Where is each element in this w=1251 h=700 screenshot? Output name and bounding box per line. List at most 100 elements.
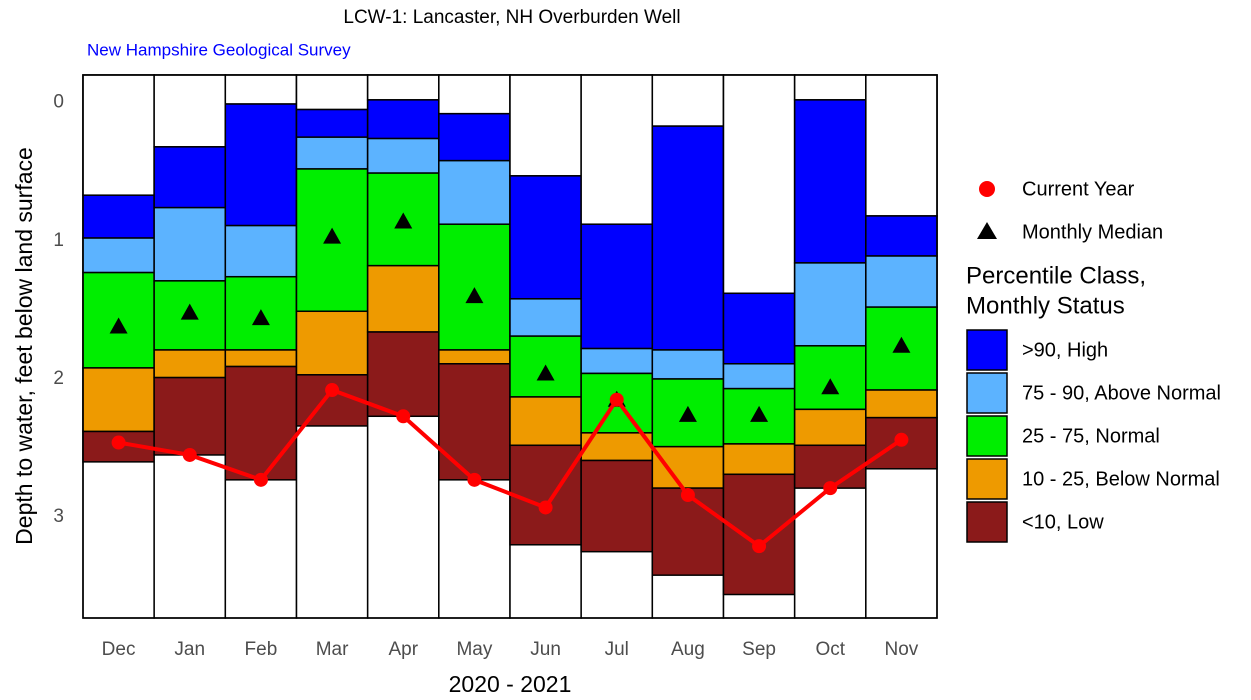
base-cell: [793, 74, 867, 101]
percentile-segment: [580, 459, 654, 553]
percentile-segment: [366, 264, 440, 333]
percentile-segment: [153, 376, 227, 456]
base-cell: [366, 74, 440, 101]
base-cell: [82, 74, 155, 196]
median-marker: [394, 212, 413, 229]
y-tick-label: 1: [53, 230, 64, 251]
current-point: [538, 500, 553, 515]
legend-key: [966, 458, 1008, 500]
median-marker: [750, 405, 769, 422]
percentile-segment: [509, 298, 582, 337]
percentile-segment: [153, 206, 227, 282]
y-tick-label: 0: [53, 92, 64, 113]
percentile-segment: [580, 347, 654, 375]
x-tick-label: Sep: [742, 639, 776, 660]
legend-label: <10, Low: [1022, 511, 1104, 533]
base-cell: [224, 74, 298, 105]
legend-label: >90, High: [1022, 339, 1108, 361]
x-tick-label: Aug: [671, 639, 705, 660]
percentile-segment: [295, 136, 369, 170]
base-cell: [651, 74, 725, 127]
median-marker: [678, 405, 697, 422]
percentile-segment: [82, 194, 155, 239]
percentile-segment: [865, 389, 938, 419]
percentile-segment: [651, 125, 725, 351]
percentile-segment: [793, 408, 867, 447]
percentile-segment: [438, 112, 511, 162]
legend-label: 10 - 25, Below Normal: [1022, 468, 1220, 490]
current-point: [325, 383, 340, 398]
legend-key: [966, 415, 1008, 457]
percentile-segment: [651, 349, 725, 380]
percentile-segment: [722, 292, 796, 365]
percentile-segment: [438, 349, 511, 365]
current-point: [609, 392, 624, 407]
base-cell: [580, 74, 654, 225]
x-tick-label: Jul: [605, 639, 629, 660]
chart-title: LCW-1: Lancaster, NH Overburden Well: [343, 7, 680, 28]
y-tick-label: 3: [53, 506, 64, 527]
legend-title: Monthly Status: [966, 292, 1125, 319]
median-marker: [323, 227, 342, 244]
percentile-segment: [722, 473, 796, 596]
base-cell: [722, 74, 796, 295]
legend-current-key: [979, 181, 995, 197]
percentile-segment: [153, 349, 227, 379]
legend-key: [966, 372, 1008, 414]
legend-label: Current Year: [1022, 178, 1135, 200]
legend-key: [966, 329, 1008, 371]
percentile-segment: [722, 363, 796, 390]
percentile-segment: [793, 262, 867, 347]
base-cell: [509, 74, 582, 177]
percentile-segment: [82, 367, 155, 433]
percentile-segment: [295, 108, 369, 138]
percentile-segment: [793, 99, 867, 264]
percentile-segment: [224, 349, 298, 368]
x-tick-label: Jan: [174, 639, 205, 660]
median-marker: [180, 303, 199, 320]
current-point: [253, 472, 268, 487]
x-tick-label: Jun: [530, 639, 561, 660]
percentile-segment: [224, 365, 298, 481]
x-tick-label: May: [456, 639, 492, 660]
x-tick-label: Apr: [388, 639, 418, 660]
percentile-segment: [722, 443, 796, 476]
median-marker: [821, 378, 840, 395]
base-cell: [295, 74, 369, 111]
legend-label: 25 - 75, Normal: [1022, 425, 1160, 447]
percentile-segment: [509, 444, 582, 546]
percentile-segment: [793, 345, 867, 411]
current-point: [396, 409, 411, 424]
percentile-segment: [865, 215, 938, 257]
percentile-segment: [366, 99, 440, 140]
x-tick-label: Dec: [102, 639, 136, 660]
base-cell: [865, 74, 938, 217]
percentile-segment: [82, 237, 155, 274]
current-point: [894, 432, 909, 447]
x-tick-label: Nov: [885, 639, 919, 660]
x-tick-label: Oct: [815, 639, 845, 660]
current-point: [680, 488, 695, 503]
current-line: [118, 387, 903, 549]
current-point: [823, 481, 838, 496]
percentile-segment: [366, 331, 440, 418]
plot-frame: [82, 74, 938, 619]
y-tick-label: 2: [53, 368, 64, 389]
percentile-segment: [224, 224, 298, 278]
legend-title: Percentile Class,: [966, 262, 1146, 289]
x-tick-label: Feb: [245, 639, 278, 660]
y-axis-label: Depth to water, feet below land surface: [11, 147, 37, 545]
percentile-segment: [153, 146, 227, 209]
median-marker: [465, 287, 484, 304]
median-marker: [251, 309, 270, 326]
legend-key: [966, 501, 1008, 543]
chart-subtitle: New Hampshire Geological Survey: [87, 40, 351, 59]
percentile-segment: [438, 223, 511, 351]
current-point: [752, 539, 767, 554]
percentile-segment: [651, 445, 725, 489]
current-point: [182, 447, 197, 462]
base-cell: [153, 74, 227, 148]
percentile-segment: [509, 175, 582, 300]
x-tick-label: Mar: [316, 639, 349, 660]
